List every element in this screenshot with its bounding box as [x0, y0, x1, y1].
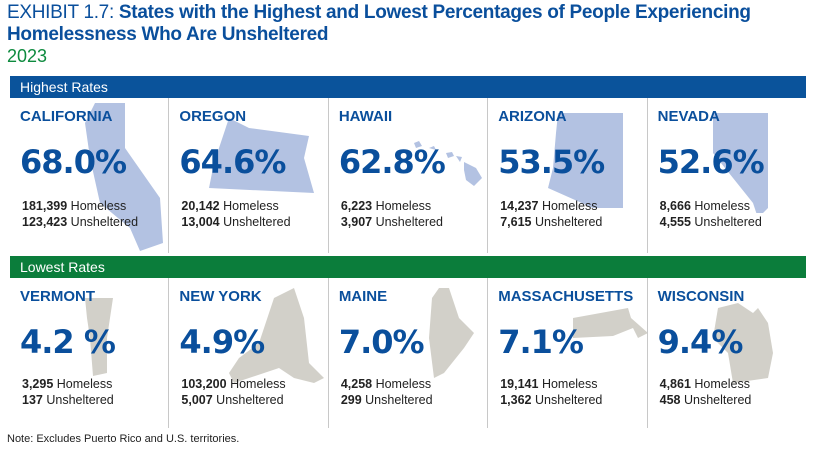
unsheltered-count-line: 1,362 Unsheltered — [500, 393, 603, 407]
unsheltered-percentage: 7.0% — [338, 323, 425, 361]
state-counts: 103,200 Homeless 5,007 Unsheltered — [181, 376, 285, 408]
homeless-count-line: 8,666 Homeless — [659, 199, 750, 213]
unsheltered-count-line: 7,615 Unsheltered — [500, 215, 603, 229]
unsheltered-count-line: 458 Unsheltered — [659, 393, 752, 407]
state-card-arizona: ARIZONA 53.5% 14,237 Homeless 7,615 Unsh… — [488, 98, 648, 253]
unsheltered-percentage: 52.6% — [657, 143, 765, 181]
state-card-nevada: NEVADA 52.6% 8,666 Homeless 4,555 Unshel… — [648, 98, 806, 253]
state-map-shape — [428, 288, 474, 378]
state-name: NEVADA — [657, 108, 720, 125]
state-name: ARIZONA — [498, 108, 567, 125]
state-name: MASSACHUSETTS — [498, 288, 634, 305]
state-counts: 6,223 Homeless 3,907 Unsheltered — [341, 198, 443, 230]
footnote: Note: Excludes Puerto Rico and U.S. terr… — [7, 433, 240, 445]
state-map-shape — [712, 113, 768, 213]
state-card-vermont: VERMONT 4.2 % 3,295 Homeless 137 Unshelt… — [10, 278, 170, 428]
state-name: CALIFORNIA — [20, 108, 113, 125]
homeless-count-line: 3,295 Homeless — [22, 377, 113, 391]
state-map-shape — [548, 113, 624, 208]
state-map-shape — [573, 308, 647, 338]
state-card-massachusetts: MASSACHUSETTS 7.1% 19,141 Homeless 1,362… — [488, 278, 648, 428]
unsheltered-percentage: 4.2 % — [20, 323, 116, 361]
state-counts: 3,295 Homeless 137 Unsheltered — [22, 376, 114, 408]
unsheltered-count-line: 299 Unsheltered — [340, 393, 433, 407]
state-counts: 4,258 Homeless 299 Unsheltered — [341, 376, 433, 408]
homeless-count-line: 4,861 Homeless — [659, 377, 750, 391]
exhibit-year: 2023 — [7, 46, 48, 66]
state-counts: 19,141 Homeless 1,362 Unsheltered — [500, 376, 602, 408]
state-counts: 4,861 Homeless 458 Unsheltered — [660, 376, 752, 408]
state-map-shape — [209, 118, 315, 193]
unsheltered-count-line: 137 Unsheltered — [22, 393, 114, 407]
homeless-count-line: 14,237 Homeless — [500, 199, 598, 213]
homeless-count-line: 20,142 Homeless — [181, 199, 279, 213]
state-card-maine: MAINE 7.0% 4,258 Homeless 299 Unsheltere… — [329, 278, 489, 428]
homeless-count-line: 19,141 Homeless — [500, 377, 598, 391]
state-name: MAINE — [338, 288, 388, 305]
state-name: WISCONSIN — [657, 288, 745, 305]
state-name: HAWAII — [338, 108, 393, 125]
state-name: NEW YORK — [179, 288, 262, 305]
state-map-shape — [85, 103, 163, 251]
state-map-shape — [229, 288, 325, 383]
highest-rates-row: CALIFORNIA 68.0% 181,399 Homeless 123,42… — [10, 98, 806, 253]
unsheltered-percentage: 4.9% — [179, 323, 265, 361]
state-map-shape — [712, 303, 773, 383]
state-card-oregon: OREGON 64.6% 20,142 Homeless 13,004 Unsh… — [169, 98, 329, 253]
state-map-shape — [413, 141, 482, 186]
unsheltered-percentage: 9.4% — [657, 323, 744, 361]
state-card-california: CALIFORNIA 68.0% 181,399 Homeless 123,42… — [10, 98, 170, 253]
state-name: OREGON — [179, 108, 247, 125]
homeless-count-line: 6,223 Homeless — [340, 199, 432, 213]
homeless-count-line: 181,399 Homeless — [22, 199, 127, 213]
highest-rates-header: Highest Rates — [10, 76, 806, 98]
state-card-new-york: NEW YORK 4.9% 103,200 Homeless 5,007 Uns… — [169, 278, 329, 428]
unsheltered-count-line: 123,423 Unsheltered — [22, 215, 139, 229]
state-counts: 14,237 Homeless 7,615 Unsheltered — [500, 198, 602, 230]
unsheltered-count-line: 3,907 Unsheltered — [340, 215, 443, 229]
unsheltered-percentage: 7.1% — [498, 323, 584, 361]
state-map-shape — [85, 298, 113, 376]
unsheltered-count-line: 4,555 Unsheltered — [659, 215, 762, 229]
state-counts: 20,142 Homeless 13,004 Unsheltered — [181, 198, 290, 230]
homeless-count-line: 4,258 Homeless — [340, 377, 432, 391]
state-name: VERMONT — [20, 288, 95, 305]
unsheltered-percentage: 64.6% — [179, 143, 286, 181]
state-counts: 8,666 Homeless 4,555 Unsheltered — [660, 198, 762, 230]
lowest-rates-header: Lowest Rates — [10, 256, 806, 278]
unsheltered-percentage: 68.0% — [20, 143, 127, 181]
lowest-rates-row: VERMONT 4.2 % 3,295 Homeless 137 Unshelt… — [10, 278, 806, 428]
state-card-wisconsin: WISCONSIN 9.4% 4,861 Homeless 458 Unshel… — [648, 278, 806, 428]
unsheltered-percentage: 53.5% — [498, 143, 605, 181]
exhibit-title: EXHIBIT 1.7: States with the Highest and… — [7, 2, 751, 45]
unsheltered-count-line: 5,007 Unsheltered — [181, 393, 284, 407]
unsheltered-count-line: 13,004 Unsheltered — [181, 215, 291, 229]
unsheltered-percentage: 62.8% — [338, 143, 446, 181]
homeless-count-line: 103,200 Homeless — [181, 377, 286, 391]
state-counts: 181,399 Homeless 123,423 Unsheltered — [22, 198, 138, 230]
state-card-hawaii: HAWAII 62.8% 6,223 Homeless 3,907 Unshel… — [329, 98, 489, 253]
